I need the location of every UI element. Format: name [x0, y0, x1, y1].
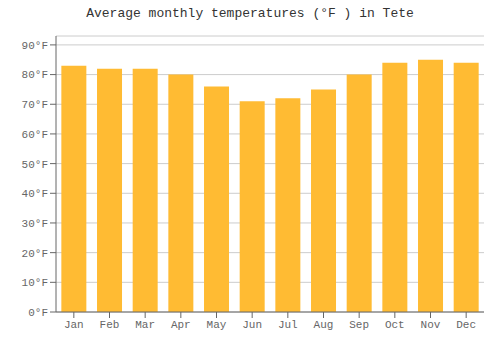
svg-text:Feb: Feb [100, 319, 120, 331]
svg-text:80°F: 80°F [22, 69, 48, 81]
svg-text:60°F: 60°F [22, 129, 48, 141]
svg-text:70°F: 70°F [22, 99, 48, 111]
svg-text:Nov: Nov [421, 319, 441, 331]
svg-text:Apr: Apr [171, 319, 191, 331]
svg-text:0°F: 0°F [28, 307, 48, 319]
svg-text:Jun: Jun [242, 319, 262, 331]
html-text:Average monthly temperatures (: Average monthly temperatures (°F ) in Te… [86, 6, 414, 21]
svg-text:50°F: 50°F [22, 159, 48, 171]
svg-text:Jan: Jan [64, 319, 84, 331]
svg-text:40°F: 40°F [22, 188, 48, 200]
svg-text:90°F: 90°F [22, 40, 48, 52]
svg-text:20°F: 20°F [22, 248, 48, 260]
svg-text:Jul: Jul [278, 319, 298, 331]
svg-text:May: May [207, 319, 227, 331]
svg-text:30°F: 30°F [22, 218, 48, 230]
svg-text:Mar: Mar [135, 319, 155, 331]
svg-text:Aug: Aug [314, 319, 334, 331]
svg-text:10°F: 10°F [22, 277, 48, 289]
svg-text:Sep: Sep [349, 319, 369, 331]
svg-text:Dec: Dec [456, 319, 476, 331]
svg-text:Oct: Oct [385, 319, 405, 331]
